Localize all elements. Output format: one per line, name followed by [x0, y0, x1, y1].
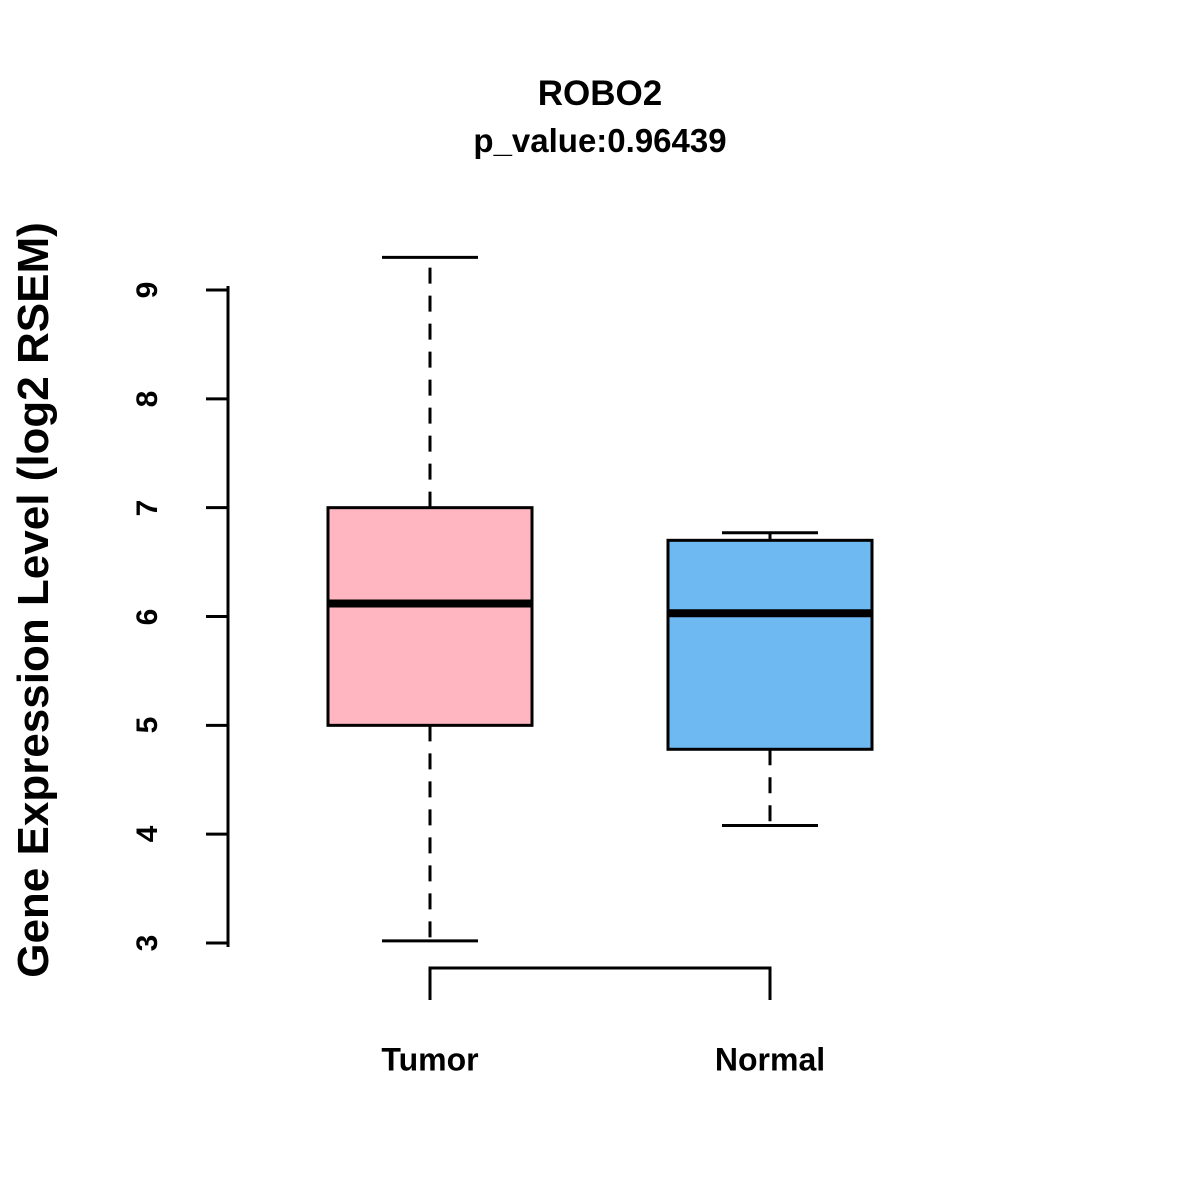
y-tick-label: 4 — [131, 825, 164, 843]
category-label-tumor: Tumor — [381, 1041, 479, 1078]
y-tick-label: 9 — [131, 281, 164, 299]
y-tick-label: 3 — [131, 934, 164, 952]
y-axis-label: Gene Expression Level (log2 RSEM) — [9, 222, 58, 978]
chart-title: ROBO2 — [537, 74, 663, 113]
y-tick-label: 7 — [131, 499, 164, 516]
y-tick-label: 8 — [131, 390, 164, 408]
y-tick-label: 5 — [131, 716, 164, 734]
chart-subtitle: p_value:0.96439 — [473, 122, 727, 159]
box-tumor — [326, 506, 534, 727]
box-normal — [666, 538, 874, 751]
y-tick-label: 6 — [131, 608, 164, 625]
category-label-normal: Normal — [714, 1041, 826, 1078]
x-axis — [428, 966, 772, 1000]
